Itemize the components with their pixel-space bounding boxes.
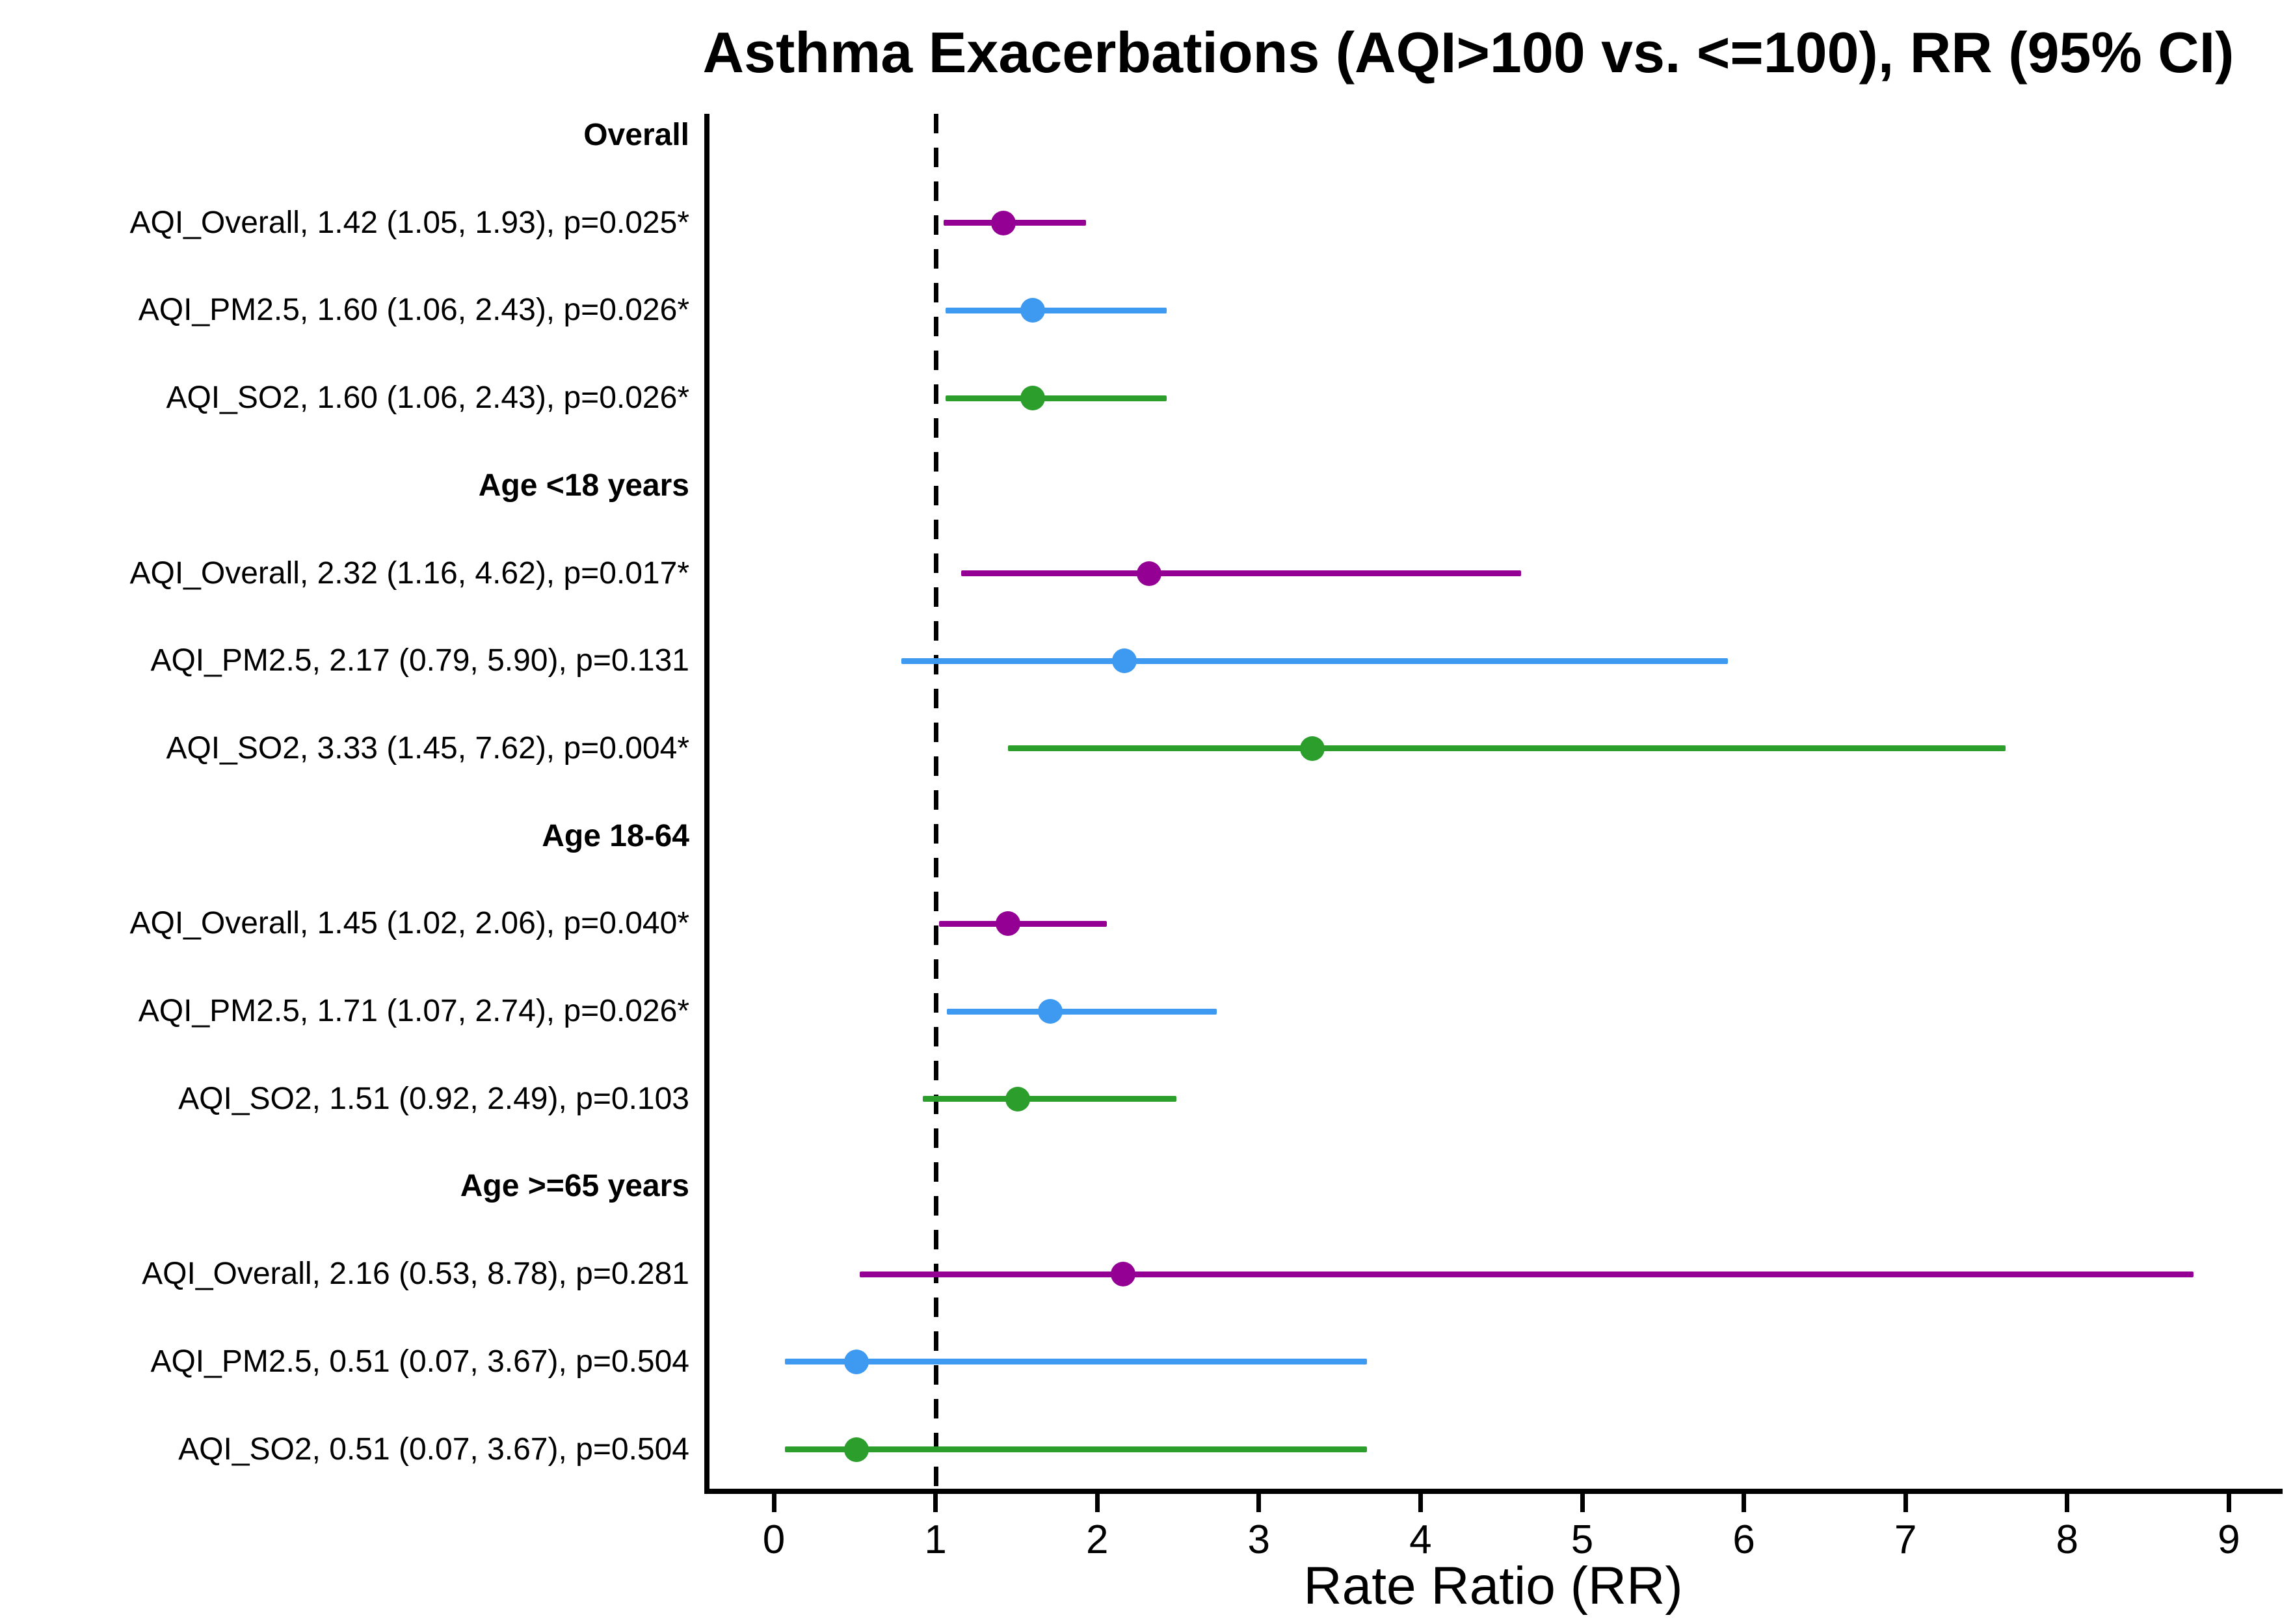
point-estimate-dot (1112, 648, 1137, 674)
x-tick-label: 3 (1247, 1517, 1271, 1562)
x-tick-label: 7 (1894, 1517, 1917, 1562)
ci-line (859, 1271, 2194, 1277)
ci-line (945, 395, 1167, 401)
x-tick (2226, 1494, 2231, 1512)
row-label: AQI_PM2.5, 0.51 (0.07, 3.67), p=0.504 (150, 1344, 689, 1379)
row-label: AQI_SO2, 0.51 (0.07, 3.67), p=0.504 (178, 1431, 689, 1467)
row-label: AQI_PM2.5, 2.17 (0.79, 5.90), p=0.131 (150, 643, 689, 678)
x-tick-label: 5 (1571, 1517, 1594, 1562)
point-estimate-dot (1038, 999, 1063, 1024)
row-label: AQI_Overall, 1.42 (1.05, 1.93), p=0.025* (129, 205, 689, 240)
group-header: Age >=65 years (460, 1169, 689, 1204)
x-tick (1580, 1494, 1585, 1512)
reference-line-rr1 (934, 114, 938, 1489)
x-tick-label: 4 (1409, 1517, 1432, 1562)
point-estimate-dot (843, 1349, 869, 1374)
x-tick (771, 1494, 776, 1512)
point-estimate-dot (1005, 1086, 1031, 1112)
point-estimate-dot (843, 1437, 869, 1462)
point-estimate-dot (1020, 386, 1045, 411)
ci-line (901, 658, 1728, 664)
ci-line (785, 1359, 1368, 1365)
group-header: Age 18-64 (542, 818, 689, 853)
point-estimate-dot (991, 210, 1016, 235)
row-label: AQI_SO2, 1.60 (1.06, 2.43), p=0.026* (166, 380, 689, 416)
x-tick-label: 1 (924, 1517, 947, 1562)
ci-line (947, 1008, 1217, 1015)
x-tick-label: 9 (2218, 1517, 2240, 1562)
x-tick (1903, 1494, 1908, 1512)
ci-line (938, 920, 1107, 927)
group-header: Age <18 years (478, 468, 689, 503)
x-axis-title: Rate Ratio (RR) (1303, 1556, 1683, 1616)
x-axis-line (704, 1489, 2283, 1494)
x-tick (1094, 1494, 1100, 1512)
x-tick (933, 1494, 938, 1512)
x-tick-label: 6 (1732, 1517, 1755, 1562)
point-estimate-dot (1020, 298, 1045, 323)
ci-line (922, 1096, 1176, 1102)
ci-line (945, 307, 1167, 313)
x-tick-label: 2 (1085, 1517, 1109, 1562)
row-label: AQI_PM2.5, 1.60 (1.06, 2.43), p=0.026* (138, 293, 689, 328)
row-label: AQI_PM2.5, 1.71 (1.07, 2.74), p=0.026* (138, 994, 689, 1028)
point-estimate-dot (1136, 561, 1161, 586)
x-tick (1256, 1494, 1262, 1512)
row-label: AQI_Overall, 1.45 (1.02, 2.06), p=0.040* (129, 906, 689, 941)
point-estimate-dot (996, 911, 1021, 937)
row-label: AQI_SO2, 3.33 (1.45, 7.62), p=0.004* (166, 730, 689, 765)
row-label: AQI_Overall, 2.32 (1.16, 4.62), p=0.017* (129, 555, 689, 591)
y-axis-line (704, 114, 709, 1491)
x-tick (2065, 1494, 2070, 1512)
chart-title: Asthma Exacerbations (AQI>100 vs. <=100)… (702, 20, 2234, 85)
ci-line (961, 570, 1521, 576)
x-tick (1742, 1494, 1747, 1512)
x-tick-label: 8 (2056, 1517, 2079, 1562)
ci-line (785, 1446, 1368, 1452)
row-label: AQI_SO2, 1.51 (0.92, 2.49), p=0.103 (178, 1081, 689, 1116)
ci-line (1008, 745, 2006, 752)
x-tick-label: 0 (762, 1517, 786, 1562)
point-estimate-dot (1110, 1262, 1135, 1287)
row-label: AQI_Overall, 2.16 (0.53, 8.78), p=0.281 (142, 1257, 689, 1292)
x-tick (1418, 1494, 1423, 1512)
group-header: Overall (583, 118, 689, 152)
point-estimate-dot (1299, 736, 1325, 761)
